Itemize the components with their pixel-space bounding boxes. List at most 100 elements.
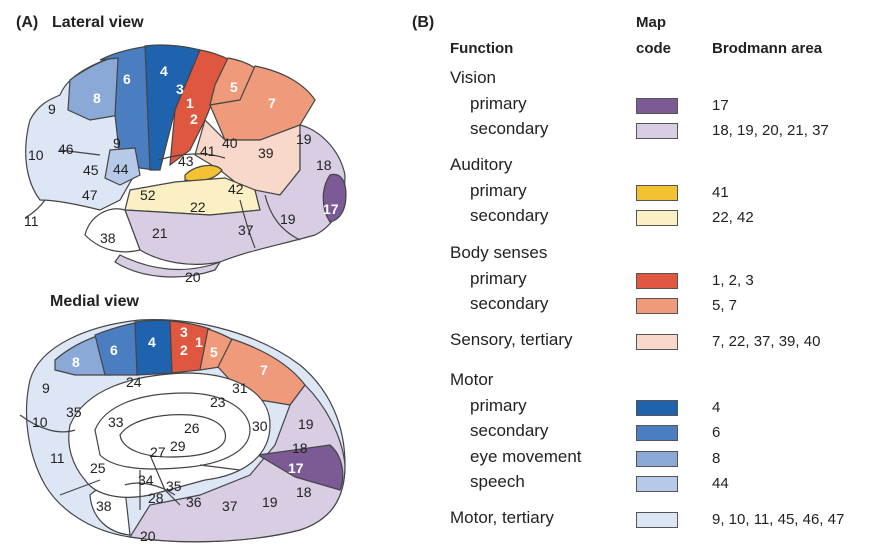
panel-a: (A) Lateral view Medial view xyxy=(0,0,380,550)
map-code-swatch xyxy=(636,476,678,492)
medial-label-29: 29 xyxy=(170,438,186,454)
brodmann-area-value: 22, 42 xyxy=(712,209,754,226)
medial-label-28: 28 xyxy=(148,490,164,506)
lateral-area-6 xyxy=(99,45,156,171)
lateral-label-2: 2 xyxy=(190,111,198,127)
function-row-label: secondary xyxy=(470,294,549,313)
panel-b-label: (B) xyxy=(412,14,435,31)
brodmann-area-value: 5, 7 xyxy=(712,297,738,314)
function-row-label: secondary xyxy=(470,206,549,225)
lateral-label-17: 17 xyxy=(323,201,339,217)
medial-label-19b: 19 xyxy=(262,494,278,510)
lateral-label-5: 5 xyxy=(230,79,238,95)
medial-label-31: 31 xyxy=(232,380,248,396)
medial-label-17: 17 xyxy=(288,460,304,476)
medial-brain-diagram: 8 6 4 3 2 1 5 7 9 24 31 23 10 35 33 26 3… xyxy=(19,319,346,544)
medial-view-title: Medial view xyxy=(50,293,139,310)
brodmann-area-value: 18, 19, 20, 21, 37 xyxy=(712,122,829,139)
lateral-label-39: 39 xyxy=(258,145,274,161)
lateral-area-17 xyxy=(322,173,347,223)
function-group-title: Sensory, tertiary xyxy=(450,330,573,349)
map-code-swatch xyxy=(636,123,678,139)
medial-label-8: 8 xyxy=(72,354,80,370)
lateral-area-20 xyxy=(114,254,222,278)
medial-label-1: 1 xyxy=(195,334,203,350)
lateral-label-44: 44 xyxy=(113,161,129,177)
medial-area-8 xyxy=(54,334,111,376)
lateral-label-22: 22 xyxy=(190,199,206,215)
map-code-swatch xyxy=(636,184,678,201)
brodmann-area-value: 17 xyxy=(712,96,729,114)
lateral-area-8 xyxy=(67,54,121,121)
lateral-label-9b: 9 xyxy=(113,135,121,151)
lateral-label-52: 52 xyxy=(140,187,156,203)
lateral-label-47: 47 xyxy=(82,187,98,203)
function-group-title: Motor xyxy=(450,370,494,389)
lateral-area-312 xyxy=(169,49,231,167)
medial-label-7: 7 xyxy=(260,362,268,378)
function-group-title: Auditory xyxy=(450,155,513,174)
medial-label-35b: 35 xyxy=(166,478,182,494)
lateral-label-21: 21 xyxy=(152,225,168,241)
lateral-label-38: 38 xyxy=(100,230,116,246)
function-row-label: primary xyxy=(470,395,527,415)
medial-label-6: 6 xyxy=(110,342,118,358)
lateral-label-19a: 19 xyxy=(296,131,312,147)
function-group-title: Motor, tertiary xyxy=(450,508,554,527)
brodmann-area-value: 7, 22, 37, 39, 40 xyxy=(712,333,821,350)
lateral-area-38 xyxy=(84,208,141,253)
lateral-label-41: 41 xyxy=(200,143,216,159)
map-code-swatch xyxy=(636,298,678,314)
lateral-label-37: 37 xyxy=(238,222,254,238)
medial-label-33: 33 xyxy=(108,414,124,430)
lateral-label-43: 43 xyxy=(178,153,194,169)
medial-label-23: 23 xyxy=(210,394,226,410)
lateral-label-19b: 19 xyxy=(280,211,296,227)
medial-label-36: 36 xyxy=(186,494,202,510)
map-code-swatch xyxy=(636,334,678,350)
map-code-header-line1: Map xyxy=(636,14,666,31)
lateral-label-8: 8 xyxy=(93,90,101,106)
lateral-label-7: 7 xyxy=(268,95,276,111)
lateral-area-7 xyxy=(209,65,316,141)
lateral-label-45: 45 xyxy=(83,162,99,178)
medial-label-24: 24 xyxy=(126,374,142,390)
function-row-label: primary xyxy=(470,180,527,200)
function-row-label: primary xyxy=(470,93,527,113)
lateral-label-18: 18 xyxy=(316,157,332,173)
brodmann-area-value: 4 xyxy=(712,398,721,416)
medial-label-27: 27 xyxy=(150,444,166,460)
medial-label-9: 9 xyxy=(42,380,50,396)
lateral-label-6: 6 xyxy=(123,71,131,87)
function-row-label: secondary xyxy=(470,421,549,440)
medial-label-37: 37 xyxy=(222,498,238,514)
brodmann-area-value: 6 xyxy=(712,424,721,441)
medial-label-4: 4 xyxy=(148,334,156,350)
brodmann-area-value: 8 xyxy=(712,449,721,467)
function-group-title: Vision xyxy=(450,68,496,87)
function-row-label: speech xyxy=(470,472,525,491)
lateral-label-20: 20 xyxy=(185,269,201,285)
medial-label-25: 25 xyxy=(90,460,106,476)
medial-label-18a: 18 xyxy=(292,440,308,456)
medial-label-19a: 19 xyxy=(298,416,314,432)
map-code-swatch xyxy=(636,210,678,226)
lateral-label-1: 1 xyxy=(186,95,194,111)
medial-area-17 xyxy=(256,444,344,491)
medial-label-3: 3 xyxy=(180,324,188,340)
lateral-label-46: 46 xyxy=(58,141,74,157)
map-code-swatch xyxy=(636,512,678,528)
map-code-swatch xyxy=(636,450,678,467)
map-code-swatch xyxy=(636,399,678,416)
medial-visual xyxy=(129,384,346,543)
lateral-brain-diagram: 9 8 6 4 3 1 2 5 7 46 10 45 44 9 47 11 43… xyxy=(24,44,347,285)
lateral-label-3: 3 xyxy=(176,81,184,97)
function-row-label: primary xyxy=(470,268,527,288)
medial-label-26: 26 xyxy=(184,420,200,436)
lateral-label-4: 4 xyxy=(160,63,168,79)
lateral-label-10: 10 xyxy=(28,147,44,163)
medial-label-35a: 35 xyxy=(66,404,82,420)
lateral-label-42: 42 xyxy=(228,181,244,197)
function-row-label: eye movement xyxy=(470,446,582,466)
medial-label-38: 38 xyxy=(96,498,112,514)
